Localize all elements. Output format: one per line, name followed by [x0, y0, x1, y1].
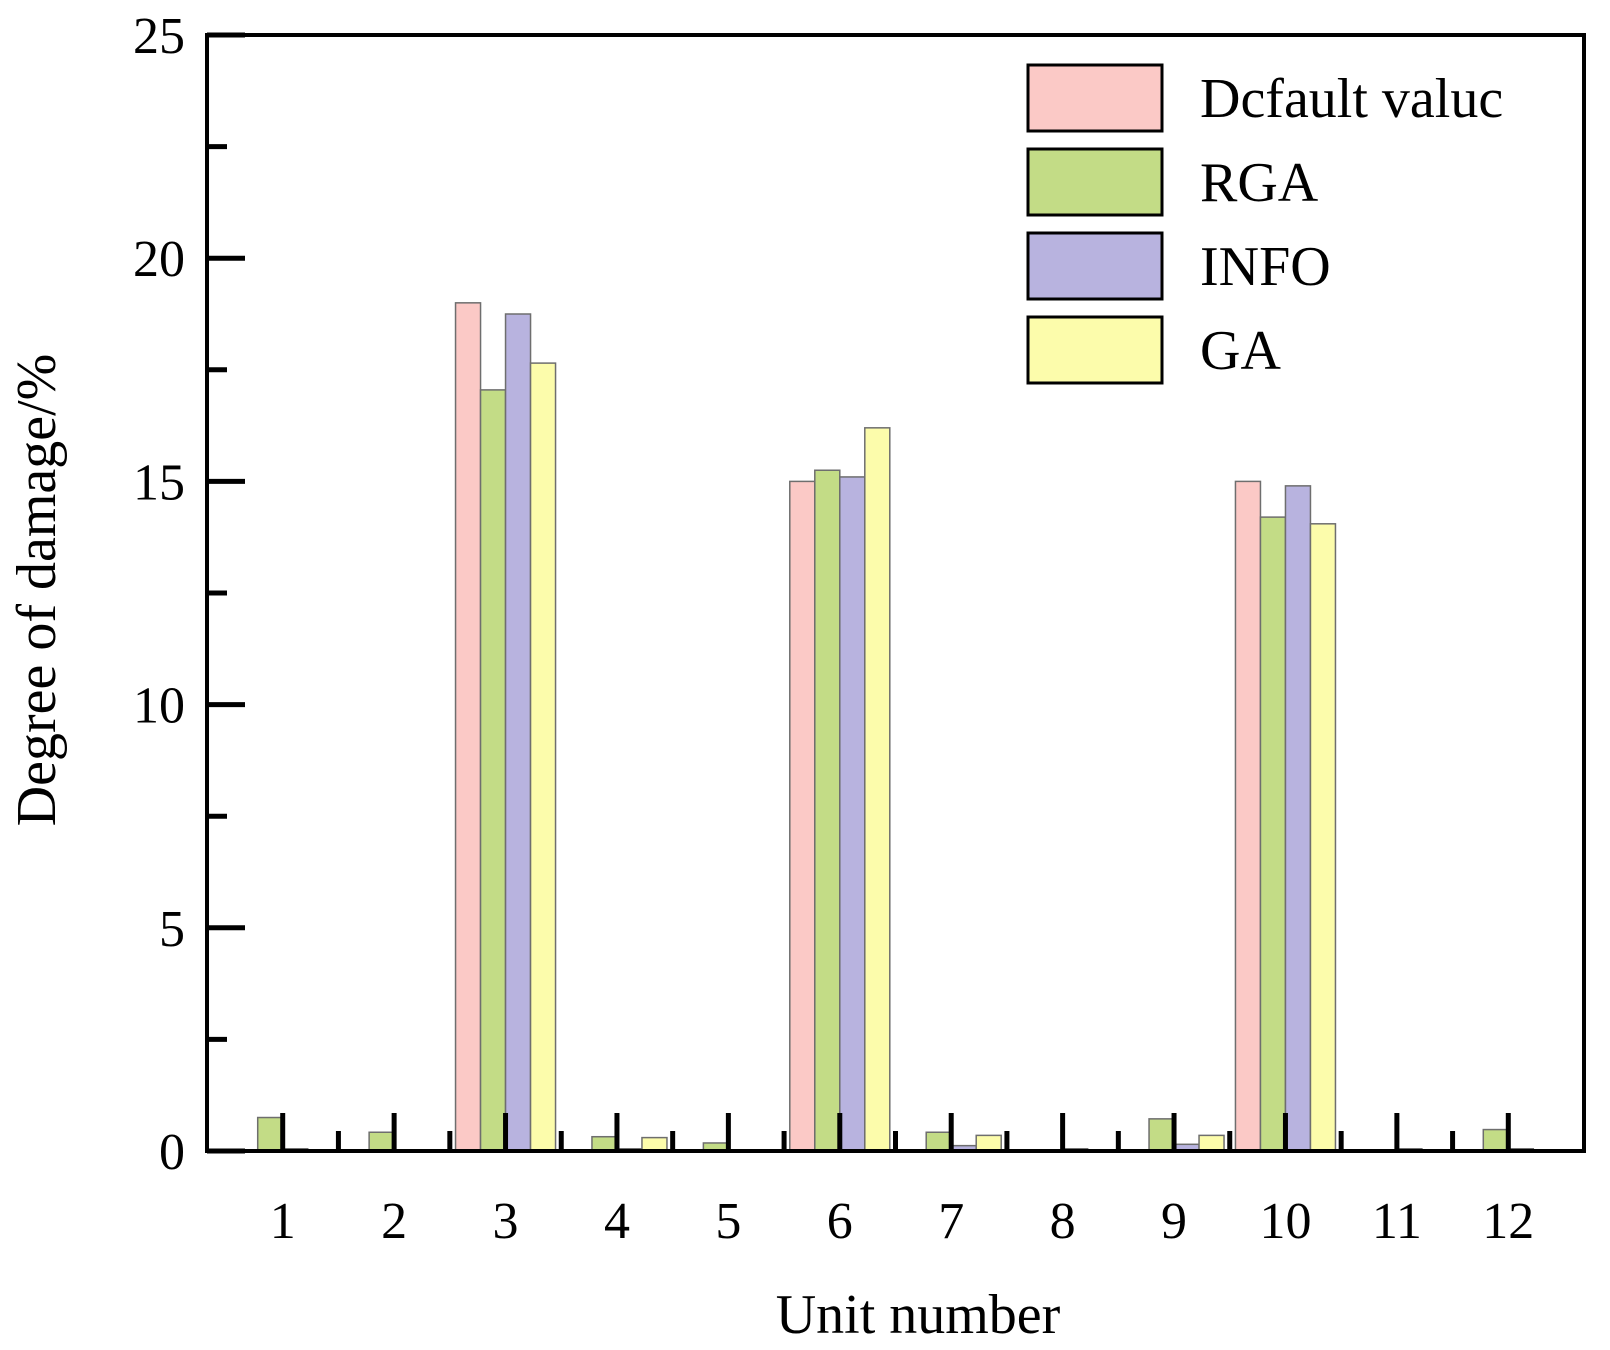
x-tick-label: 10 [1259, 1193, 1311, 1250]
legend-swatch [1026, 231, 1164, 301]
x-tick-label: 4 [604, 1193, 630, 1250]
bar-4-unit-3 [529, 362, 557, 1152]
y-tick-label: 25 [133, 8, 185, 65]
y-axis-title: Degree of damage/% [6, 354, 68, 827]
bar-4-unit-6 [864, 427, 891, 1152]
bar-1-unit-10 [1234, 480, 1262, 1152]
x-tick-label: 2 [381, 1193, 407, 1250]
x-tick-label: 8 [1050, 1193, 1076, 1250]
bar-2-unit-3 [479, 389, 507, 1152]
legend-label: GA [1200, 320, 1281, 382]
y-tick-label: 5 [159, 901, 185, 958]
bar-2-unit-4 [591, 1135, 618, 1152]
x-tick-label: 11 [1372, 1193, 1422, 1250]
x-tick-label: 5 [715, 1193, 741, 1250]
legend-swatch [1026, 63, 1164, 133]
x-tick-label: 3 [493, 1193, 519, 1250]
x-tick-label: 1 [270, 1193, 296, 1250]
plot-frame [205, 33, 1586, 1153]
x-tick-label: 9 [1161, 1193, 1187, 1250]
legend-label: Dcfault valuc [1200, 68, 1503, 130]
bar-1-unit-6 [789, 480, 816, 1152]
bar-4-unit-7 [975, 1134, 1002, 1152]
legend-swatch [1026, 315, 1164, 385]
bar-2-unit-12 [1482, 1128, 1510, 1152]
bar-3-unit-3 [504, 313, 532, 1152]
bar-3-unit-10 [1284, 485, 1312, 1152]
y-tick-label: 20 [133, 231, 185, 288]
y-tick-label: 15 [133, 454, 185, 511]
bars-group [256, 302, 1535, 1152]
x-axis-title: Unit number [776, 1284, 1061, 1346]
x-tick-label: 6 [827, 1193, 853, 1250]
legend-label: INFO [1200, 236, 1331, 298]
bar-4-unit-9 [1198, 1134, 1225, 1152]
bar-3-unit-6 [839, 476, 866, 1152]
y-tick-label: 10 [133, 678, 185, 735]
bar-1-unit-3 [454, 302, 482, 1152]
x-tick-label: 12 [1482, 1193, 1534, 1250]
bar-2-unit-9 [1148, 1118, 1175, 1152]
legend-label: RGA [1200, 152, 1319, 214]
x-tick-label: 7 [938, 1193, 964, 1250]
bar-2-unit-10 [1259, 516, 1287, 1152]
bar-2-unit-2 [368, 1131, 395, 1152]
bar-2-unit-6 [814, 469, 841, 1152]
legend: Dcfault valuc RGA INFO GA [1026, 63, 1503, 385]
bar-2-unit-1 [256, 1116, 284, 1152]
bar-2-unit-7 [925, 1131, 952, 1152]
bar-4-unit-10 [1309, 523, 1337, 1152]
y-tick-label: 0 [159, 1124, 185, 1181]
bar-4-unit-4 [641, 1136, 668, 1152]
legend-swatch [1026, 147, 1164, 217]
